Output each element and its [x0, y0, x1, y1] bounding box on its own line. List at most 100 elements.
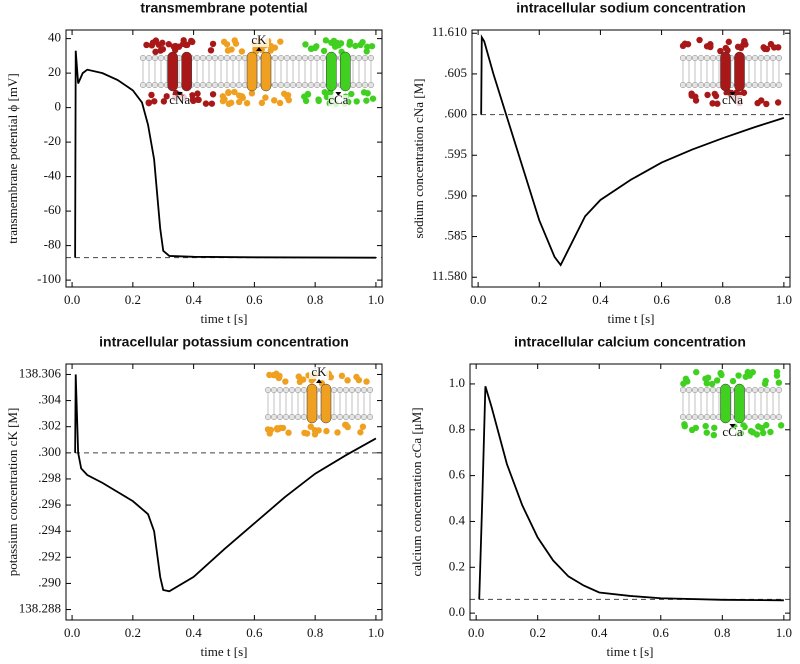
lipid-head	[757, 386, 765, 394]
lipid-head	[313, 54, 321, 62]
x-tick-label: 0.6	[246, 625, 263, 640]
x-tick-label: 0.8	[715, 292, 731, 307]
membrane-inset: cCa	[679, 368, 785, 439]
ion	[276, 99, 284, 107]
ion	[774, 99, 782, 106]
ion-channel	[734, 51, 745, 92]
lipid-head	[295, 54, 303, 62]
lipid-head	[709, 413, 717, 421]
y-tick-label: .296	[38, 496, 61, 511]
lipid-head	[709, 54, 717, 62]
lipid-head	[307, 54, 315, 62]
lipid-head	[336, 386, 344, 394]
lipid-head	[367, 81, 375, 89]
ion	[357, 429, 364, 436]
y-tick-label: 0.6	[449, 467, 466, 482]
lipid-head	[685, 81, 693, 89]
ion	[258, 99, 266, 107]
x-tick-label: 0.0	[64, 292, 80, 307]
ion-channel	[340, 51, 351, 92]
y-tick-label: 0.0	[449, 604, 465, 619]
lipid-head	[751, 54, 759, 62]
direction-arrow	[176, 92, 183, 96]
y-tick-label: .302	[38, 418, 61, 433]
lipid-head	[751, 81, 759, 89]
lipid-head	[270, 413, 278, 421]
ion	[307, 423, 314, 430]
ion-channel	[181, 51, 192, 92]
lipid-head	[763, 386, 771, 394]
ion	[163, 93, 170, 100]
lipid-head	[145, 54, 153, 62]
ion	[194, 90, 201, 97]
ion	[238, 93, 246, 100]
ion	[363, 97, 370, 104]
x-tick-label: 0.6	[653, 292, 670, 307]
x-tick-label: 0.4	[591, 625, 608, 640]
ion-channel	[720, 383, 731, 424]
lipid-head	[264, 413, 272, 421]
lipid-head	[348, 413, 356, 421]
chart-title: transmembrane potential	[140, 0, 307, 16]
ion	[337, 40, 345, 47]
lipid-head	[330, 386, 338, 394]
ion	[223, 41, 231, 48]
x-axis-label: time t [s]	[607, 644, 654, 659]
ion	[184, 41, 191, 49]
lipid-head	[691, 54, 699, 62]
ion	[710, 431, 718, 439]
y-tick-label: .600	[444, 106, 467, 121]
lipid-head	[288, 413, 296, 421]
lipid-head	[276, 413, 284, 421]
y-tick-label: 0.4	[449, 512, 466, 527]
ion	[702, 422, 709, 430]
x-tick-label: 0.8	[307, 292, 323, 307]
ion	[238, 48, 246, 55]
x-axis-label: time t [s]	[201, 311, 248, 326]
x-tick-label: 0.2	[125, 625, 141, 640]
lipid-head	[691, 413, 699, 421]
ion	[155, 41, 162, 48]
lipid-head	[205, 81, 213, 89]
lipid-head	[763, 413, 771, 421]
lipid-head	[703, 413, 711, 421]
ion	[159, 45, 167, 53]
lipid-head	[301, 54, 309, 62]
y-axis-label: potassium concentration cK [M]	[5, 408, 20, 577]
inset-label: cNa	[722, 92, 743, 107]
y-axis-label: transmembrane potential ϕ [mV]	[5, 73, 20, 243]
lipid-head	[349, 54, 357, 62]
lipid-head	[775, 386, 783, 394]
inset-label: cNa	[169, 92, 190, 107]
ion	[148, 91, 155, 99]
ion	[717, 47, 724, 55]
ion	[225, 89, 232, 97]
ion	[684, 378, 691, 385]
ion	[746, 372, 753, 379]
x-tick-label: 0.2	[530, 625, 546, 640]
ion	[363, 48, 370, 55]
label-bg	[722, 95, 743, 107]
ion	[708, 380, 716, 388]
lipid-head	[223, 54, 231, 62]
ion	[681, 40, 689, 47]
ion	[718, 371, 725, 379]
y-tick-label: .294	[38, 522, 61, 537]
ion	[152, 48, 159, 56]
ion	[767, 428, 774, 436]
ion-channel	[320, 383, 332, 424]
ion	[688, 92, 695, 99]
ion	[262, 94, 269, 101]
x-tick-label: 0.2	[531, 292, 547, 307]
lipid-head	[361, 81, 369, 89]
y-tick-label: -60	[44, 202, 61, 217]
plot-frame	[471, 29, 791, 288]
y-tick-label: 138.288	[19, 601, 61, 616]
y-tick-label: 11.580	[432, 268, 467, 283]
y-tick-label: 138.306	[19, 365, 62, 380]
y-tick-label: .585	[444, 228, 467, 243]
lipid-head	[301, 81, 309, 89]
y-tick-label: .595	[444, 146, 467, 161]
ion	[740, 89, 748, 96]
ion	[209, 91, 217, 98]
